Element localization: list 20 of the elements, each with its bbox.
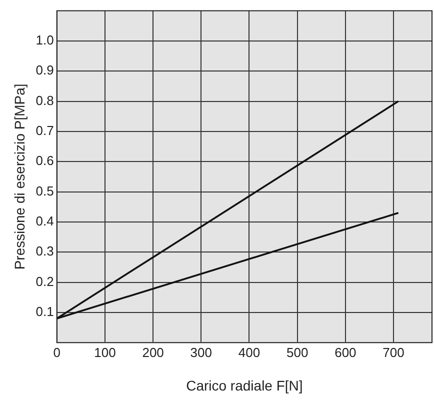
x-tick-label: 300: [190, 344, 212, 360]
y-tick-label: 0.7: [36, 123, 54, 138]
y-tick-label: 0.5: [36, 183, 54, 198]
x-tick-label: 500: [286, 344, 308, 360]
y-axis-title: Pressione di esercizio P[MPa]: [11, 84, 28, 270]
y-tick-label: 0.9: [36, 62, 54, 78]
y-tick-label: 0.2: [36, 274, 54, 289]
y-tick-label: 0.8: [36, 92, 54, 108]
y-tick-label: 0.1: [36, 304, 54, 320]
y-tick-label: 1.0: [36, 32, 54, 48]
y-tick-label: 0.4: [36, 214, 54, 229]
x-tick-label: 400: [238, 344, 260, 360]
x-tick-label: 600: [334, 344, 356, 360]
x-tick-label: 0: [53, 344, 60, 360]
y-tick-label: 0.6: [36, 153, 54, 168]
x-tick-label: 100: [94, 344, 116, 360]
x-tick-label: 200: [142, 344, 164, 360]
x-axis-title: Carico radiale F[N]: [186, 377, 303, 394]
y-tick-label: 0.3: [36, 244, 54, 259]
x-tick-label: 700: [382, 344, 404, 360]
